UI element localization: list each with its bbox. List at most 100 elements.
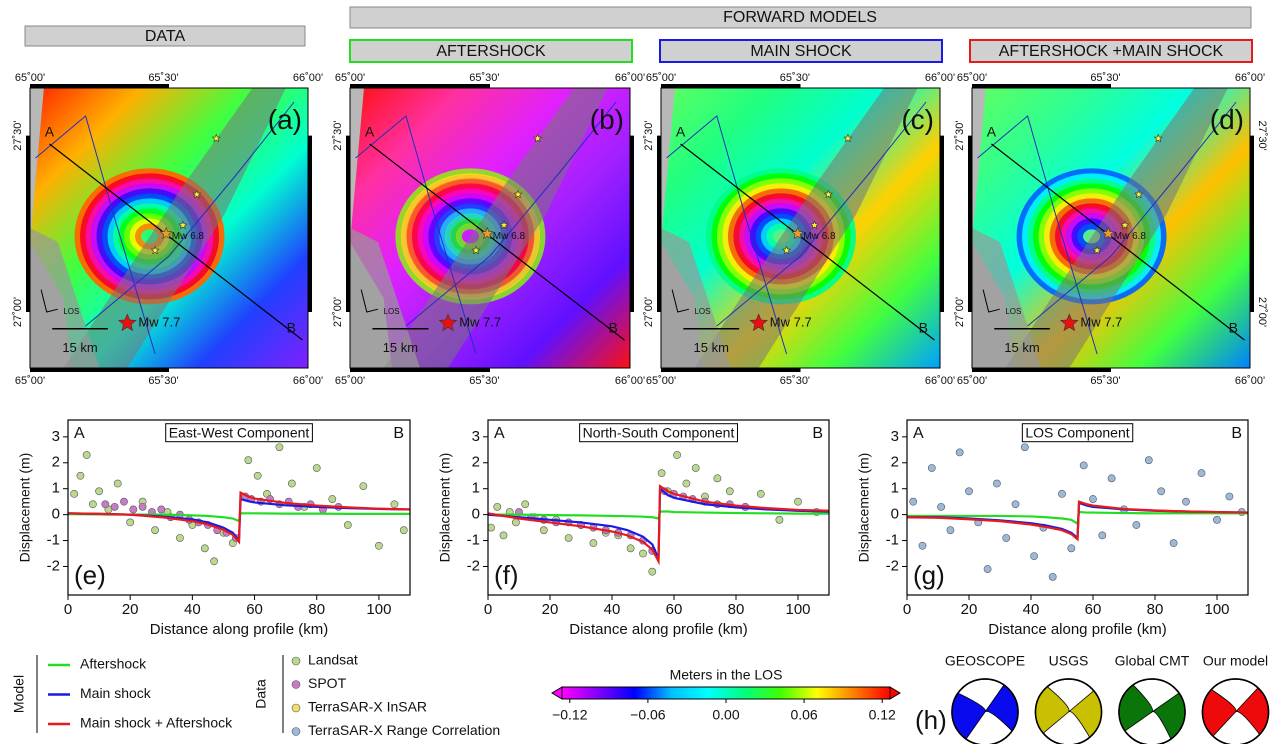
beachball-outline <box>951 678 1019 744</box>
chart-title-box <box>579 423 738 443</box>
lon-label: 65˚00' <box>646 72 676 84</box>
event-label: Mw 7.7 <box>459 315 501 330</box>
legend-label: Main shock + Aftershock <box>80 715 233 731</box>
lat-label: 27˚00' <box>12 297 24 327</box>
lon-label: 66˚00' <box>1235 72 1265 84</box>
lon-label: 65˚00' <box>646 375 676 387</box>
profile-end: B <box>1231 425 1242 442</box>
legend-marker <box>291 680 301 689</box>
y-tick-label: 2 <box>52 454 60 471</box>
plot-area <box>68 443 410 566</box>
profile-label: A <box>676 124 686 140</box>
data-point <box>1197 469 1206 478</box>
data-point <box>1020 443 1029 452</box>
model-line <box>68 490 410 545</box>
lon-label: 65˚30' <box>780 72 810 84</box>
epicenter-star <box>117 313 137 332</box>
header-box <box>349 39 633 63</box>
data-point <box>794 497 802 506</box>
data-point <box>589 539 598 548</box>
fault-trace <box>716 101 927 327</box>
panel-label: (b) <box>590 104 624 135</box>
legend-marker <box>291 727 301 736</box>
colorbar-tick-label: 0.12 <box>869 707 896 723</box>
data-point <box>1225 492 1234 501</box>
lon-label: 66˚00' <box>925 375 955 387</box>
data-point <box>493 502 502 511</box>
map-panel: (d) A B Mw 7.7 Mw 6.8 15 km LOS 65˚00' 65˚00' 65˚… <box>954 72 1268 387</box>
header-title: MAIN SHOCK <box>750 43 852 60</box>
los-arrow <box>671 289 690 313</box>
panel-label: (e) <box>74 560 106 590</box>
profile-line <box>991 143 1245 341</box>
profile-label: B <box>287 320 296 336</box>
los-label: LOS <box>384 307 400 316</box>
map-image <box>661 88 940 368</box>
data-point <box>918 541 927 550</box>
data-point <box>70 489 79 498</box>
x-tick-label: 0 <box>903 601 911 618</box>
legend-marker <box>291 656 301 666</box>
focal-mechanisms: (h) GEOSCOPE USGS Global CMT Our model <box>915 653 1270 744</box>
data-point <box>343 521 352 529</box>
event-star <box>823 189 833 199</box>
data-point <box>1002 534 1011 542</box>
lon-label: 65˚30' <box>148 375 178 387</box>
epicenter-star <box>438 313 458 332</box>
x-axis-label: Distance along profile (km) <box>569 621 747 638</box>
lat-label: 27˚00' <box>954 297 966 327</box>
data-point <box>1058 489 1066 498</box>
colorbar-tick-label: 0.06 <box>790 707 817 723</box>
data-point <box>375 541 383 550</box>
colorbar: Meters in the LOS −0.12 −0.06 0.00 0.06 0.12 <box>551 667 901 723</box>
header-title: AFTERSHOCK <box>436 43 546 60</box>
x-tick-label: 20 <box>122 601 139 618</box>
lon-label: 66˚00' <box>615 375 645 387</box>
aftershock-star <box>791 226 805 240</box>
lon-label: 66˚00' <box>293 375 323 387</box>
fault-trace <box>355 115 477 355</box>
x-tick-label: 0 <box>484 601 492 618</box>
scale-label: 15 km <box>1004 340 1039 355</box>
data-point <box>512 518 520 527</box>
lon-label: 66˚00' <box>925 72 955 84</box>
header-box <box>969 39 1253 63</box>
y-axis-label: Displacement (m) <box>856 453 872 563</box>
lat-label: 27˚00' <box>1256 297 1268 327</box>
y-tick-label: -2 <box>886 557 899 574</box>
legend-label: Landsat <box>308 652 358 668</box>
event-star <box>499 220 509 230</box>
event-star <box>1092 245 1102 255</box>
data-point <box>946 526 955 535</box>
event-star <box>150 245 160 255</box>
data-point <box>539 526 548 535</box>
fault-trace <box>666 115 788 355</box>
profile-start: A <box>494 425 505 442</box>
lon-label: 65˚00' <box>957 375 987 387</box>
beachball-outline <box>1118 678 1186 744</box>
scale-label: 15 km <box>694 340 729 355</box>
y-tick-label: 3 <box>472 428 480 445</box>
header-title: DATA <box>145 28 186 45</box>
profile-label: B <box>919 320 928 336</box>
data-point <box>176 534 184 542</box>
data-point <box>993 479 1001 488</box>
colorbar-ramp <box>561 686 891 700</box>
lon-label: 65˚30' <box>1090 375 1120 387</box>
lon-label: 65˚30' <box>780 375 810 387</box>
data-point <box>210 557 219 566</box>
data-point <box>253 471 262 480</box>
scale-label: 15 km <box>62 340 97 355</box>
y-tick-label: 1 <box>52 480 60 497</box>
lat-label: 27˚30' <box>12 120 24 150</box>
data-point <box>713 474 722 483</box>
aftershock-star <box>1101 226 1115 240</box>
legend-label: SPOT <box>308 675 347 691</box>
axes-frame <box>67 419 411 596</box>
profile-start: A <box>913 425 924 442</box>
data-point <box>275 443 284 452</box>
data-point <box>1107 474 1116 483</box>
lon-label: 66˚00' <box>1235 375 1265 387</box>
event-star <box>809 220 819 230</box>
event-star <box>782 245 792 255</box>
